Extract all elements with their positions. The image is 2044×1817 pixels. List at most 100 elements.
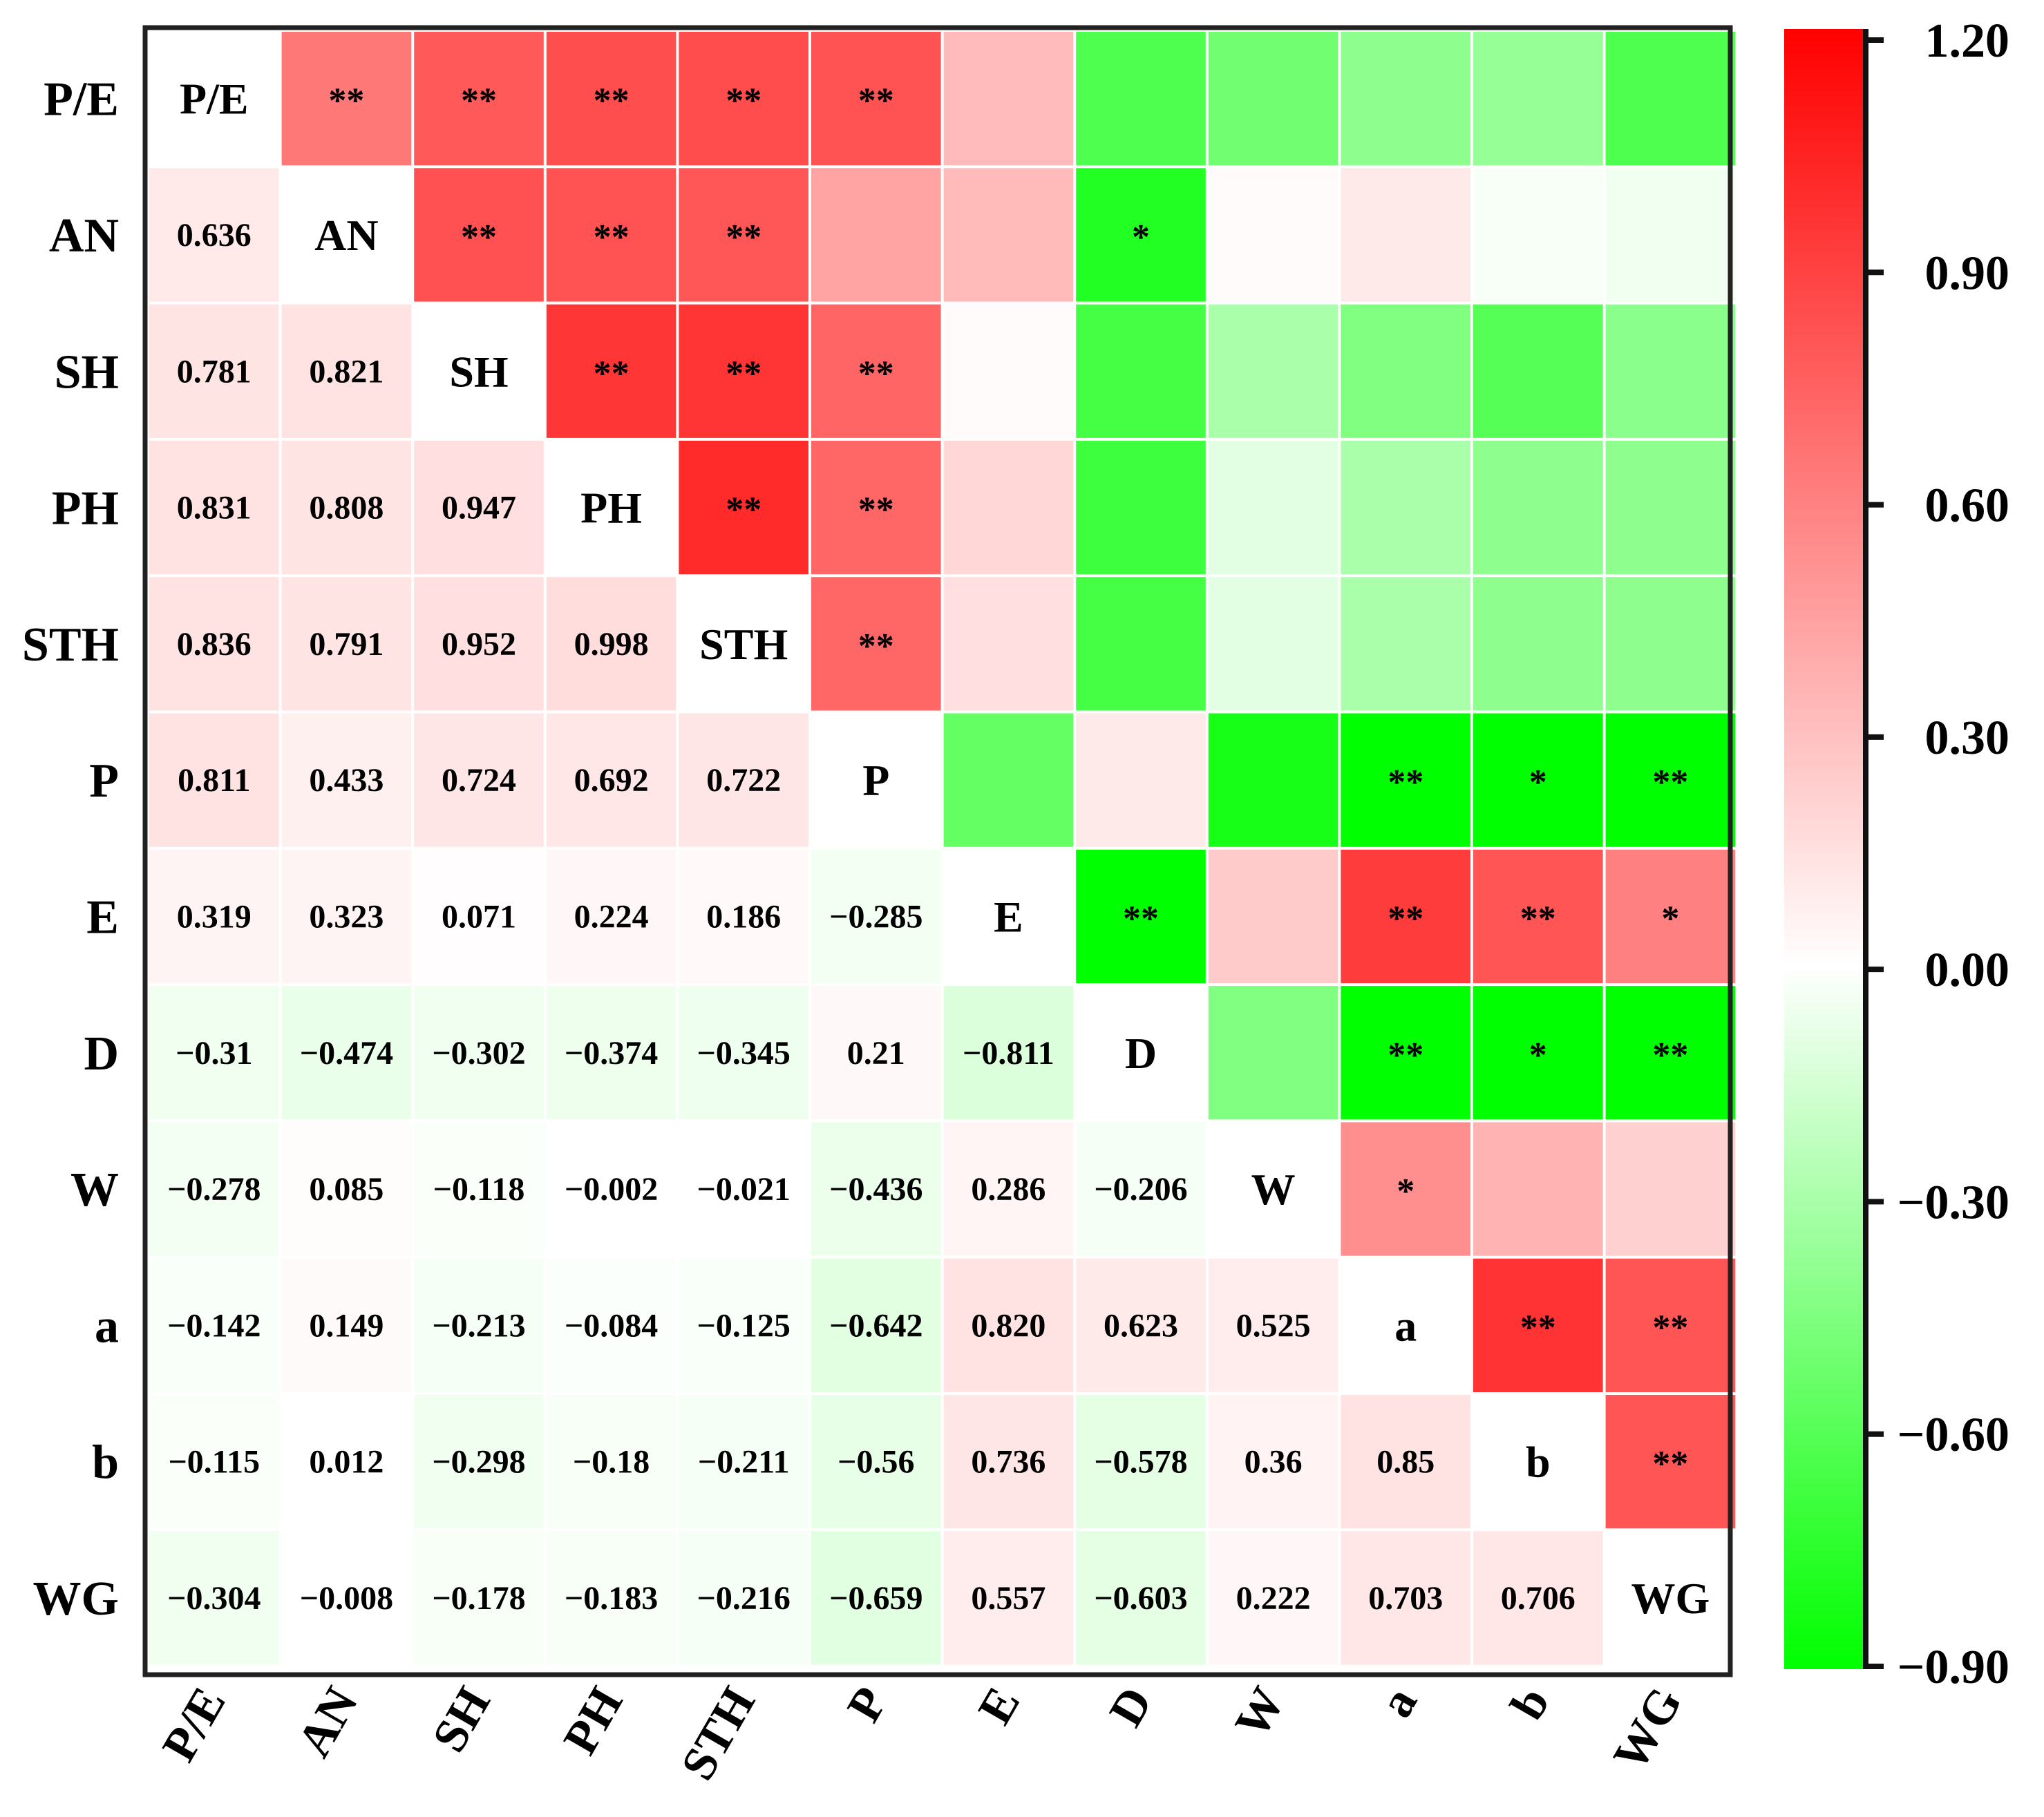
heatmap-cell-2-10	[1473, 304, 1603, 438]
significance-mark: **	[1388, 763, 1423, 802]
heatmap-cell-10-1	[281, 1395, 412, 1529]
correlation-value: 0.085	[309, 1171, 384, 1208]
column-label: P	[838, 1679, 898, 1731]
correlation-value: 0.36	[1245, 1444, 1303, 1481]
colorbar-gradient	[1784, 29, 1863, 1669]
significance-mark: **	[1520, 899, 1556, 938]
heatmap-cell-11-1	[281, 1531, 412, 1665]
heatmap-cell-9-9	[1341, 1258, 1470, 1392]
heatmap-cell-6-2	[414, 849, 544, 984]
heatmap-cell-4-5	[811, 577, 941, 711]
heatmap-cell-8-6	[943, 1122, 1074, 1256]
significance-mark: **	[1388, 1036, 1423, 1075]
heatmap-cell-4-4	[679, 577, 808, 711]
correlation-value: −0.374	[565, 1035, 658, 1072]
colorbar-tick-label: 0.90	[1925, 247, 2010, 300]
row-label: PH	[52, 482, 119, 535]
heatmap-cell-4-8	[1208, 577, 1338, 711]
heatmap-cell-6-9	[1341, 849, 1470, 984]
correlation-value: 0.808	[309, 490, 384, 526]
correlation-value: 0.998	[574, 626, 649, 663]
correlation-value: −0.285	[829, 898, 922, 935]
heatmap-cell-11-0	[149, 1531, 279, 1665]
heatmap-cell-7-5	[811, 986, 941, 1120]
heatmap-cell-1-7	[1076, 168, 1206, 302]
significance-mark: **	[1652, 1445, 1688, 1484]
correlation-value: 0.323	[309, 898, 384, 935]
heatmap-cell-5-6	[943, 713, 1074, 847]
heatmap-cell-2-8	[1208, 304, 1338, 438]
heatmap-cell-5-10	[1473, 713, 1603, 847]
heatmap-cell-10-5	[811, 1395, 941, 1529]
correlation-value: 0.286	[971, 1171, 1045, 1208]
heatmap-cell-8-5	[811, 1122, 941, 1256]
heatmap-cell-6-4	[679, 849, 808, 984]
heatmap-cell-10-11	[1605, 1395, 1736, 1529]
correlation-value: 0.319	[177, 898, 252, 935]
heatmap-cell-3-0	[149, 440, 279, 575]
correlation-value: −0.811	[963, 1035, 1054, 1072]
heatmap-cell-10-7	[1076, 1395, 1206, 1529]
heatmap-cell-0-2	[414, 32, 544, 166]
heatmap-cell-1-1	[281, 168, 412, 302]
significance-mark: *	[1529, 1036, 1547, 1075]
correlation-value: 0.21	[847, 1035, 905, 1072]
row-label: D	[84, 1027, 119, 1081]
heatmap-cell-1-4	[679, 168, 808, 302]
heatmap-cell-8-4	[679, 1122, 808, 1256]
heatmap-cell-7-2	[414, 986, 544, 1120]
heatmap-cell-7-3	[546, 986, 676, 1120]
heatmap-cell-3-6	[943, 440, 1074, 575]
heatmap-cell-4-3	[546, 577, 676, 711]
correlation-value: 0.836	[177, 626, 252, 663]
heatmap-cell-0-4	[679, 32, 808, 166]
correlation-value: 0.525	[1236, 1307, 1311, 1344]
correlation-value: −0.008	[300, 1580, 393, 1617]
correlation-value: 0.781	[177, 353, 252, 390]
correlation-value: 0.433	[309, 762, 384, 799]
heatmap-cell-1-10	[1473, 168, 1603, 302]
heatmap-cell-5-8	[1208, 713, 1338, 847]
heatmap-cell-3-4	[679, 440, 808, 575]
heatmap-cell-9-6	[943, 1258, 1074, 1392]
significance-mark: **	[1652, 763, 1688, 802]
heatmap-cell-0-7	[1076, 32, 1206, 166]
heatmap-cell-10-8	[1208, 1395, 1338, 1529]
correlation-value: 0.557	[971, 1580, 1045, 1617]
correlation-value: −0.021	[697, 1171, 791, 1208]
heatmap-cell-0-6	[943, 32, 1074, 166]
correlation-value: −0.213	[432, 1307, 525, 1344]
colorbar-tick-label: −0.90	[1898, 1641, 2009, 1694]
heatmap-cell-2-2	[414, 304, 544, 438]
correlation-value: −0.642	[829, 1307, 922, 1344]
heatmap-cell-8-9	[1341, 1122, 1470, 1256]
heatmap-cell-9-0	[149, 1258, 279, 1392]
heatmap-cell-2-4	[679, 304, 808, 438]
heatmap-cell-2-11	[1605, 304, 1736, 438]
row-label: W	[70, 1163, 119, 1217]
column-label: b	[1501, 1679, 1560, 1729]
correlation-value: −0.298	[432, 1444, 525, 1481]
correlation-value: 0.791	[309, 626, 384, 663]
heatmap-cell-10-6	[943, 1395, 1074, 1529]
correlation-value: 0.636	[177, 217, 252, 254]
plot-frame	[142, 25, 1733, 1677]
significance-mark: **	[858, 491, 894, 530]
correlation-value: 0.831	[177, 490, 252, 526]
diagonal-label: P	[862, 756, 889, 805]
heatmap-cell-6-6	[943, 849, 1074, 984]
row-label: P/E	[44, 73, 119, 126]
diagonal-label: WG	[1631, 1574, 1710, 1623]
heatmap-cell-3-9	[1341, 440, 1470, 575]
correlation-value: 0.85	[1376, 1444, 1435, 1481]
heatmap-cell-3-10	[1473, 440, 1603, 575]
heatmap-cell-5-7	[1076, 713, 1206, 847]
row-label: a	[95, 1300, 119, 1353]
colorbar-tick-label: 0.30	[1925, 712, 2010, 765]
diagonal-label: PH	[580, 484, 642, 533]
correlation-value: −0.142	[167, 1307, 261, 1344]
column-label: W	[1225, 1679, 1296, 1747]
heatmap-cell-10-2	[414, 1395, 544, 1529]
significance-mark: *	[1529, 763, 1547, 802]
